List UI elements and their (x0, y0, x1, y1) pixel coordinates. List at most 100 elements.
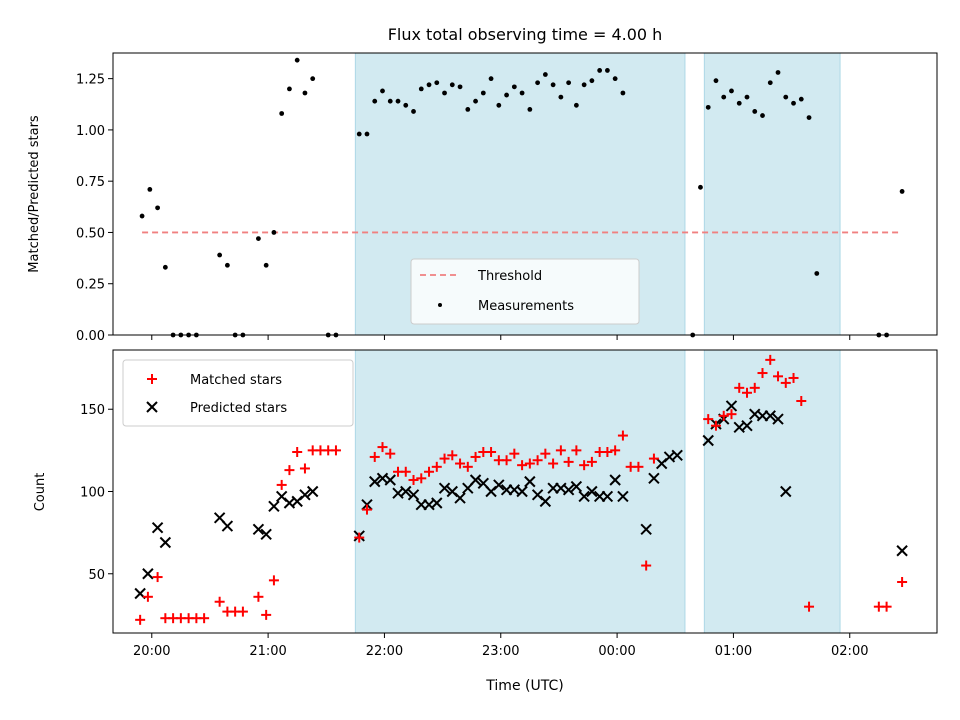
predicted-stroke (772, 413, 784, 425)
predicted-stars-point (586, 485, 598, 498)
predicted-stars-point (539, 495, 552, 508)
measurement-point (279, 111, 285, 116)
predicted-stroke (780, 485, 792, 498)
predicted-stroke (469, 474, 482, 486)
matched-stars-point (377, 442, 388, 453)
predicted-stars-point (562, 484, 575, 496)
x-tick-label: 02:00 (831, 644, 868, 659)
measurement-point (147, 186, 153, 192)
measurement-point (713, 78, 719, 84)
measurement-point (364, 131, 370, 137)
measurement-point (589, 78, 595, 84)
predicted-stroke (134, 587, 146, 600)
matched-stars-point (268, 575, 279, 586)
matched-stars-point (555, 445, 566, 456)
matched-stars-point (369, 451, 380, 462)
matched-stars-point (408, 474, 419, 485)
bottom-x-ticks: 20:00 21:00 22:00 23:00 00:00 01:00 02:00 (133, 633, 868, 659)
measurement-point (473, 98, 478, 104)
measurement-point (271, 230, 277, 235)
predicted-stars-point (142, 568, 154, 580)
matched-stars-point (532, 455, 543, 466)
predicted-stars-point (516, 485, 528, 498)
measurement-point (263, 262, 269, 268)
predicted-stroke (702, 434, 714, 447)
predicted-stroke (392, 487, 404, 499)
measurement-point (620, 90, 626, 96)
predicted-stars-point (772, 413, 784, 425)
matched-stars-point (734, 382, 745, 393)
matched-stars-point (796, 396, 807, 407)
measurement-point (488, 76, 494, 82)
matched-stars-point (400, 466, 411, 477)
matched-stars-point (361, 504, 372, 515)
measurement-point (356, 131, 362, 137)
matched-stars-point (563, 456, 574, 467)
measurement-point (511, 84, 517, 90)
measurement-point (605, 68, 610, 73)
y-tick-label: 1.25 (76, 73, 105, 88)
predicted-stroke (299, 489, 311, 501)
predicted-stars-point (648, 472, 660, 485)
legend-threshold-label: Threshold (477, 269, 542, 284)
x-tick-label: 22:00 (366, 644, 403, 659)
matched-stars-point (579, 460, 590, 471)
measurement-point (418, 86, 424, 92)
predicted-stroke (539, 495, 552, 508)
measurement-point (457, 84, 463, 90)
predicted-stars-point (252, 523, 265, 536)
measurement-points (139, 57, 905, 338)
x-tick-label: 00:00 (598, 644, 635, 659)
measurement-point (767, 80, 773, 86)
x-tick-label: 01:00 (715, 644, 752, 659)
predicted-stars-point (741, 419, 753, 432)
matched-stars-point (214, 596, 225, 607)
observing-window (704, 350, 841, 633)
measurement-point (287, 86, 292, 92)
matched-stars-point (470, 451, 481, 462)
predicted-stars-point (570, 480, 583, 493)
matched-stars-point (548, 458, 559, 469)
matched-stars-point (524, 458, 535, 469)
matched-stars-point (276, 479, 287, 490)
bottom-y-axis: 50 100 150 (80, 403, 113, 583)
measurement-point (496, 102, 502, 108)
predicted-stars-point (454, 492, 466, 504)
matched-stars-point (610, 445, 621, 456)
matched-stars-point (292, 447, 303, 458)
legend-predicted-swatch (146, 401, 158, 413)
predicted-stars-point (617, 490, 629, 503)
matched-stars-point (284, 465, 295, 476)
x-axis-label: Time (UTC) (485, 678, 563, 694)
predicted-stroke (446, 485, 459, 498)
matched-stars-point (617, 430, 628, 441)
x-tick-label: 20:00 (133, 644, 170, 659)
predicted-stroke (609, 474, 621, 486)
predicted-stroke (663, 451, 676, 463)
predicted-stroke (431, 497, 443, 509)
predicted-stars-point (524, 475, 536, 488)
measurement-point (217, 252, 223, 258)
measurement-point (729, 88, 734, 94)
matched-stars-point (261, 609, 272, 620)
predicted-stroke (369, 475, 381, 488)
matched-stars-point (749, 382, 760, 393)
matched-stars-point (586, 456, 597, 467)
predicted-stroke (896, 545, 908, 557)
matched-stars-point (881, 601, 892, 612)
y-tick-label: 0.75 (76, 175, 105, 190)
measurement-point (387, 98, 393, 104)
predicted-stars-point (764, 410, 776, 422)
measurement-point (465, 107, 471, 112)
chart-title: Flux total observing time = 4.00 h (388, 25, 663, 44)
measurement-point (798, 96, 804, 102)
legend-measurements-swatch (438, 303, 442, 307)
predicted-stars-point (260, 528, 272, 540)
predicted-stroke (524, 475, 536, 488)
matched-stars-point (199, 613, 210, 624)
measurement-point (224, 262, 230, 268)
predicted-stars-point (221, 520, 234, 532)
measurement-point (721, 94, 727, 100)
matched-stars-point (142, 591, 153, 602)
